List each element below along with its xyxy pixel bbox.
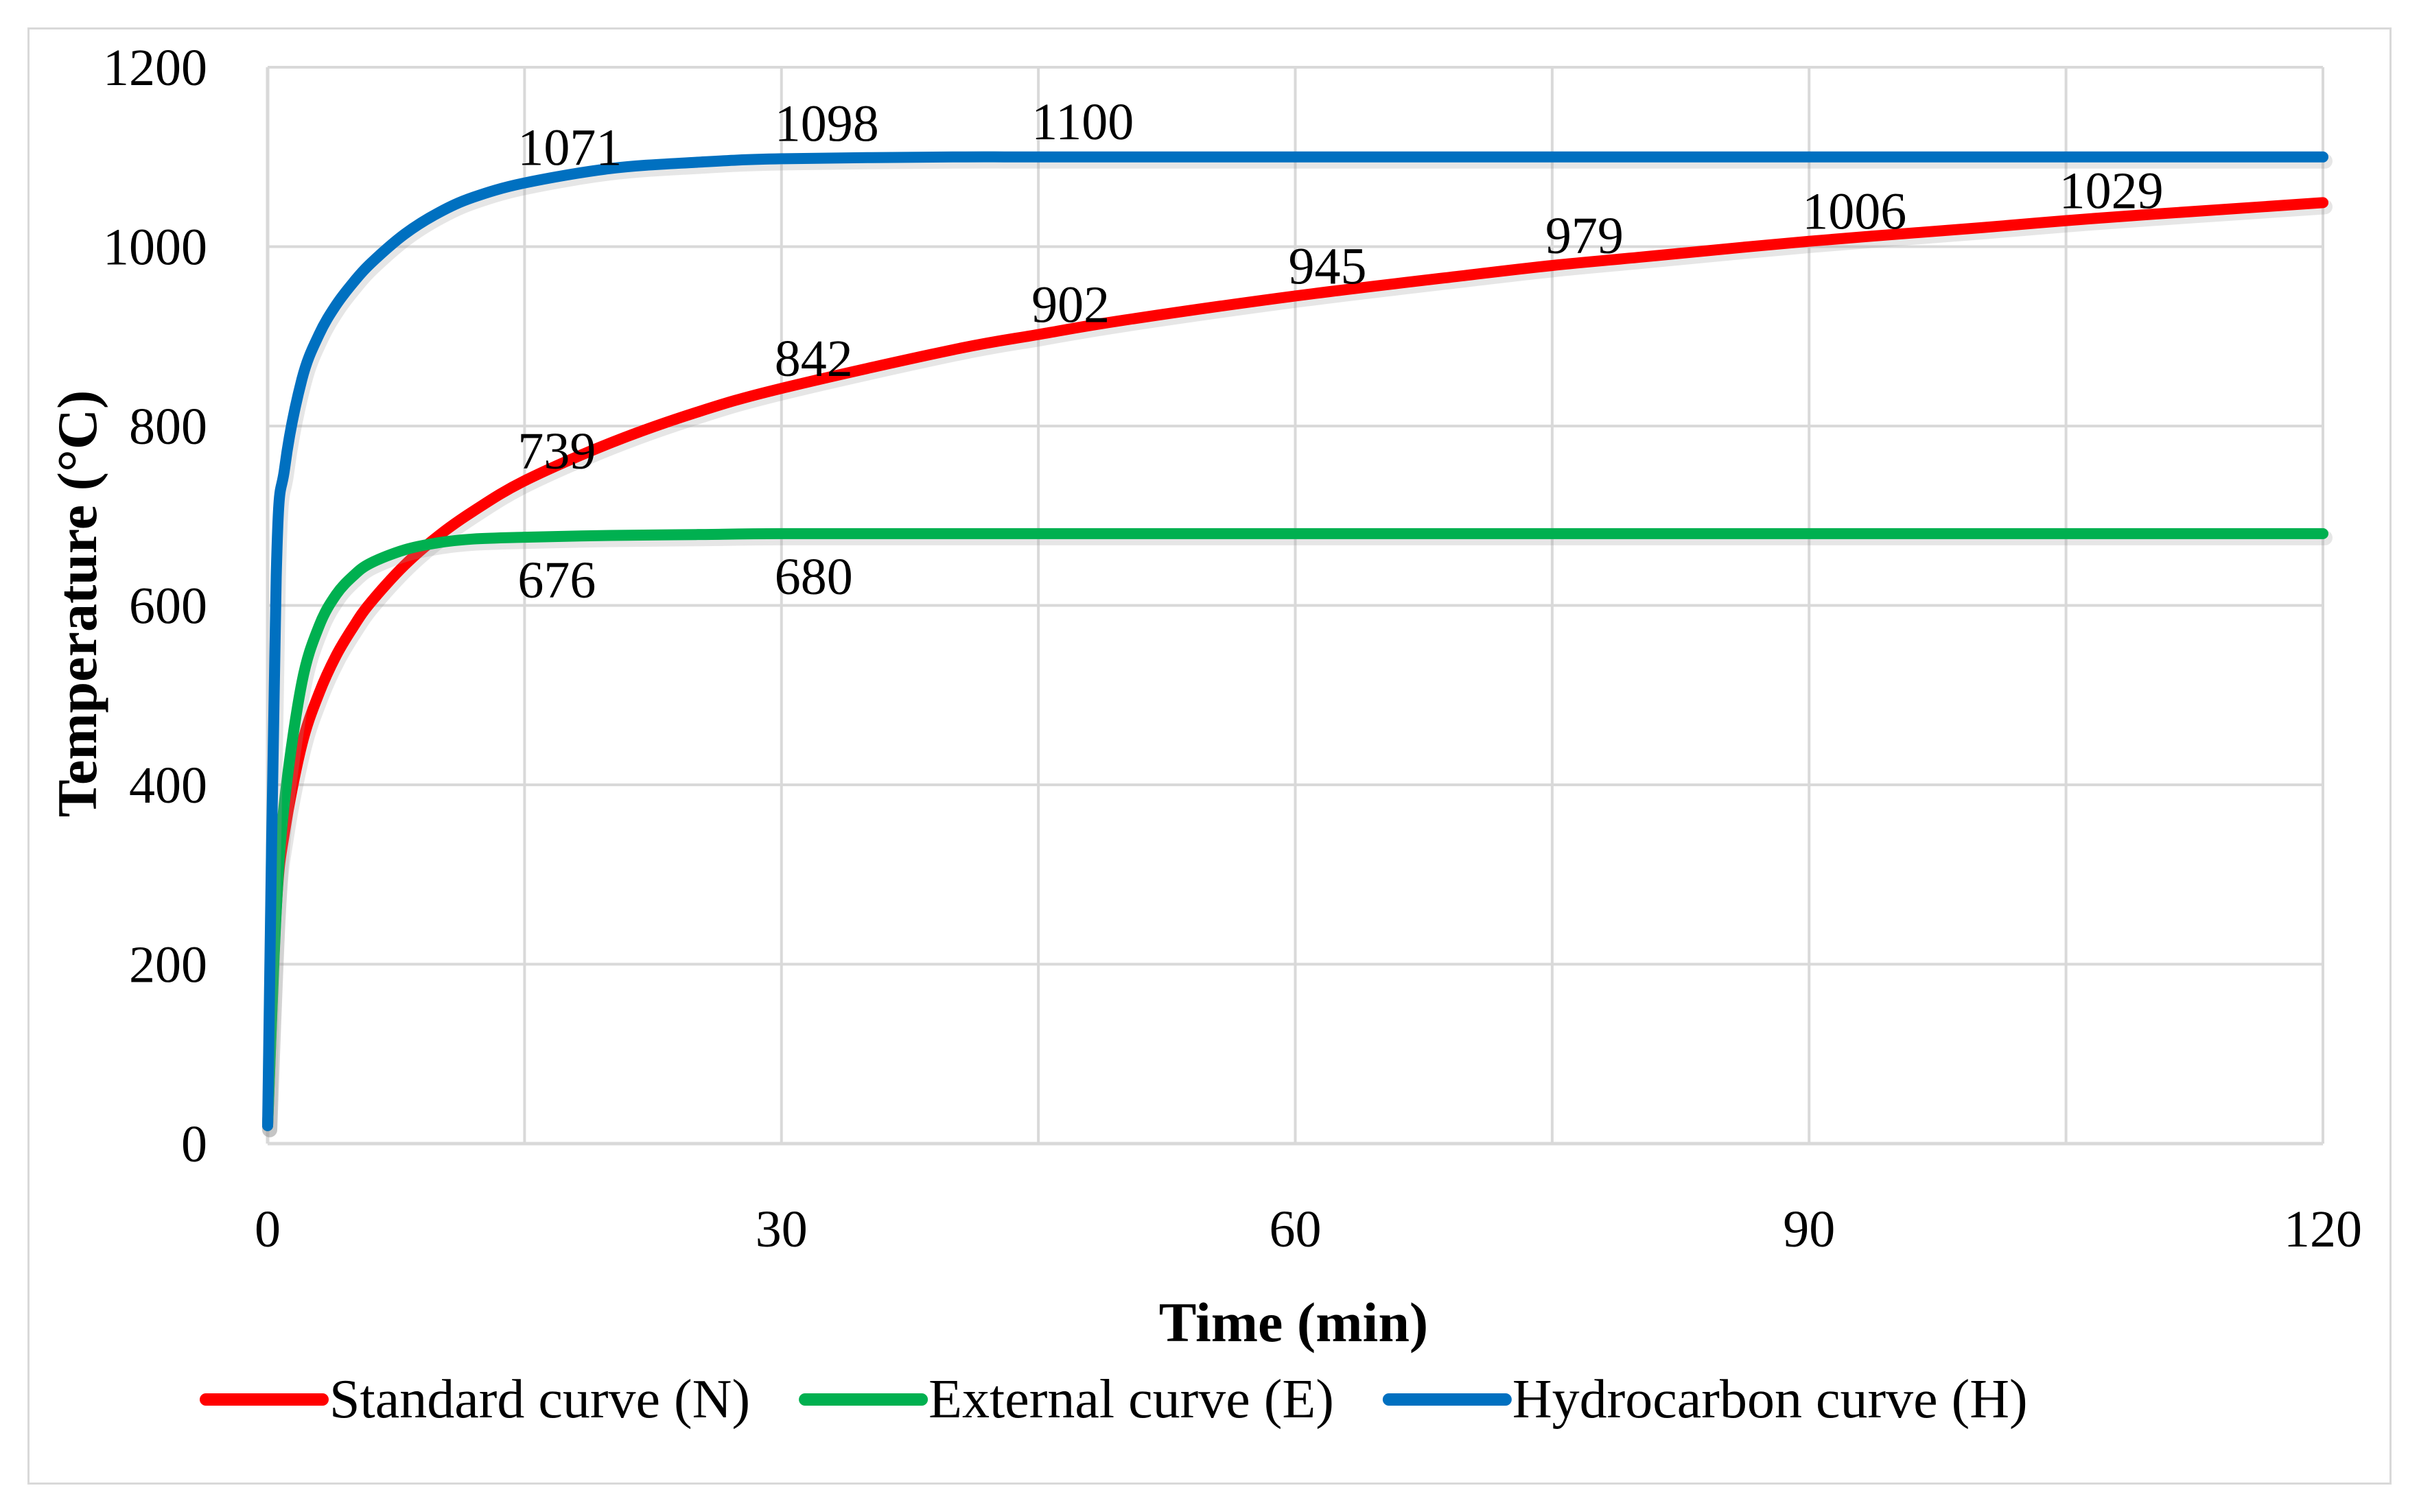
x-axis-title: Time (min): [1159, 1291, 1429, 1354]
y-axis-title: Temperature (°C): [46, 390, 108, 818]
data-label: 945: [1289, 237, 1367, 295]
legend-label: Standard curve (N): [329, 1369, 750, 1430]
x-tick-label: 120: [2284, 1201, 2362, 1258]
x-tick-label: 30: [756, 1201, 808, 1258]
legend-item-hydrocarbon-curve-h: Hydrocarbon curve (H): [1382, 1369, 2028, 1430]
data-label: 1006: [1802, 183, 1906, 241]
y-tick-label: 800: [129, 398, 207, 456]
legend-item-external-curve-e: External curve (E): [799, 1369, 1334, 1430]
legend: Standard curve (N) External curve (E) Hydr…: [200, 1369, 2028, 1430]
series-line-external-curve-e: [262, 528, 2328, 1131]
y-tick-label: 200: [129, 936, 207, 994]
data-label: 1098: [775, 95, 879, 152]
data-label: 1029: [2059, 163, 2164, 220]
data-label: 680: [775, 548, 853, 606]
data-label: 979: [1545, 207, 1624, 265]
y-tick-label: 0: [181, 1115, 207, 1173]
legend-label: External curve (E): [928, 1369, 1334, 1430]
legend-label: Hydrocarbon curve (H): [1512, 1369, 2028, 1430]
y-tick-label: 600: [129, 578, 207, 635]
series-lines: [262, 151, 2333, 1137]
data-label: 1071: [517, 119, 622, 177]
series-line-standard-curve-n: [262, 197, 2328, 1131]
x-tick-label: 0: [255, 1201, 281, 1258]
x-tick-label: 60: [1270, 1201, 1322, 1258]
y-tick-label: 1000: [103, 219, 207, 276]
chart-frame: [27, 27, 2392, 1485]
data-labels: 1071 1098 1100 739 842 902 945 979 1006 1029 676 68…: [517, 93, 2163, 609]
y-tick-label: 1200: [103, 39, 207, 97]
x-tick-label: 90: [1783, 1201, 1835, 1258]
grid-lines: [268, 66, 2324, 1144]
data-label: 739: [517, 423, 596, 480]
tick-labels: 0 200 400 600 800 1000 1200 0 30 60 90 120: [103, 39, 2362, 1258]
data-label: 842: [775, 330, 853, 388]
data-label: 1100: [1031, 93, 1134, 151]
legend-item-standard-curve-n: Standard curve (N): [200, 1369, 750, 1430]
data-label: 676: [517, 552, 596, 609]
y-tick-label: 400: [129, 757, 207, 814]
series-line-hydrocarbon-curve-h: [262, 151, 2328, 1131]
series-shadow-external-curve-e: [262, 530, 2333, 1137]
series-shadow-standard-curve-n: [262, 199, 2333, 1137]
data-label: 902: [1031, 276, 1110, 334]
